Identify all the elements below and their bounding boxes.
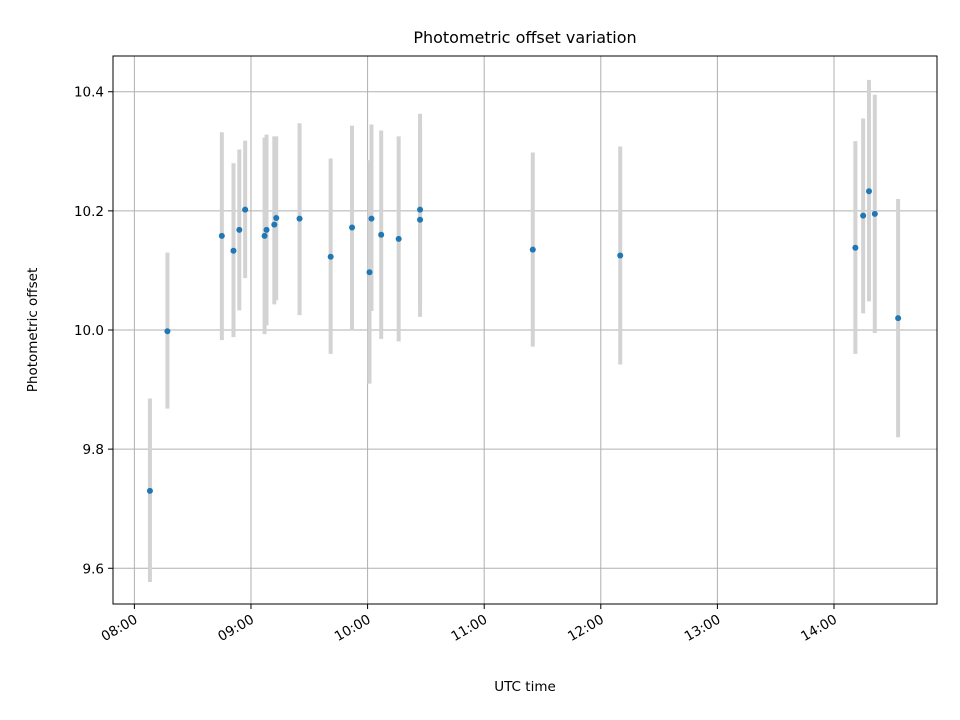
chart-title: Photometric offset variation — [413, 28, 636, 47]
data-point — [529, 246, 536, 253]
y-tick-label: 10.4 — [74, 85, 104, 101]
data-point — [164, 328, 171, 335]
data-point — [378, 231, 385, 238]
data-point — [271, 221, 278, 228]
grid — [113, 56, 937, 604]
y-tick-label: 10.0 — [74, 323, 104, 339]
error-bars — [147, 79, 901, 582]
data-point — [860, 212, 867, 219]
data-point — [349, 224, 356, 231]
x-tick-label: 08:00 — [99, 612, 141, 645]
x-tick-label: 11:00 — [448, 612, 490, 645]
data-points — [146, 188, 902, 494]
data-point — [273, 215, 280, 222]
y-tick-label: 9.8 — [83, 442, 104, 458]
data-point — [417, 216, 424, 223]
x-tick-label: 10:00 — [332, 612, 374, 645]
data-point — [417, 206, 424, 213]
data-point — [218, 232, 225, 239]
data-point — [368, 215, 375, 222]
data-point — [296, 215, 303, 222]
data-point — [261, 232, 268, 239]
x-axis-ticks: 08:00 09:00 10:00 11:00 12:00 13:00 14:00 — [99, 604, 840, 645]
y-tick-label: 10.2 — [74, 204, 104, 220]
data-point — [617, 252, 624, 259]
x-tick-label: 09:00 — [215, 612, 257, 645]
data-point — [395, 235, 402, 242]
data-point — [871, 210, 878, 217]
data-point — [146, 487, 153, 494]
data-point — [230, 247, 237, 254]
y-axis-label: Photometric offset — [25, 268, 41, 392]
data-point — [242, 206, 249, 213]
data-point — [327, 253, 334, 260]
x-tick-label: 14:00 — [798, 612, 840, 645]
x-axis-label: UTC time — [494, 679, 556, 695]
y-axis-ticks: 9.6 9.8 10.0 10.2 10.4 — [74, 85, 113, 577]
y-tick-label: 9.6 — [83, 561, 104, 577]
data-point — [236, 226, 243, 233]
data-point — [865, 188, 872, 195]
data-point — [366, 269, 373, 276]
x-tick-label: 12:00 — [565, 612, 607, 645]
data-point — [852, 244, 859, 251]
x-tick-label: 13:00 — [682, 612, 724, 645]
data-point — [895, 315, 902, 322]
data-point — [263, 226, 270, 233]
